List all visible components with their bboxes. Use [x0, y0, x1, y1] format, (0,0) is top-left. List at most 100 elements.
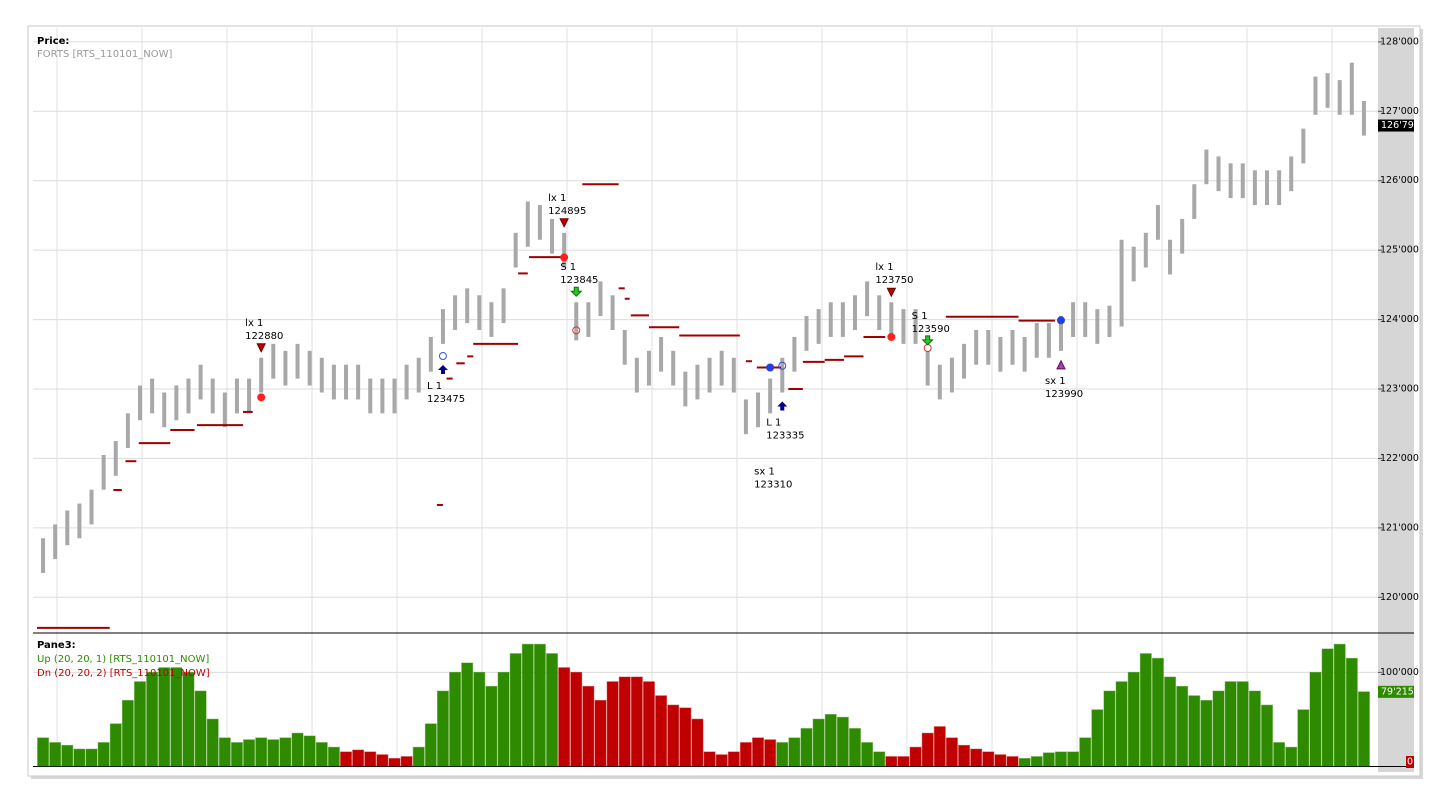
pane-title: Pane3:	[37, 640, 76, 651]
histogram-bar	[1079, 737, 1092, 767]
trade-dot	[257, 393, 266, 402]
candle	[1204, 149, 1209, 185]
histogram-bar	[461, 662, 474, 767]
candle	[428, 336, 433, 372]
histogram-bar	[788, 737, 801, 767]
histogram-bar	[49, 742, 62, 767]
histogram-bar	[230, 742, 243, 767]
histogram-bar	[861, 742, 874, 767]
candle	[525, 201, 530, 247]
histogram-bar	[897, 756, 910, 767]
candle	[683, 371, 688, 407]
histogram-bar	[146, 671, 159, 767]
candle	[622, 330, 627, 365]
candle	[537, 205, 542, 240]
legend-entry: Up (20, 20, 1) [RTS_110101_NOW]	[37, 654, 209, 665]
trade-label: S 1	[560, 262, 576, 273]
candle	[804, 316, 809, 351]
trade-price: 123750	[875, 275, 913, 286]
candle	[198, 364, 203, 400]
trade-label: sx 1	[1045, 376, 1066, 387]
last-value-badge	[1378, 685, 1414, 698]
histogram-bar	[73, 748, 86, 767]
histogram-bar	[1248, 690, 1261, 767]
histogram-bar	[1006, 756, 1019, 767]
histogram-bar	[400, 756, 413, 767]
last-value-label: 126'795	[1381, 120, 1420, 131]
candle	[962, 343, 967, 379]
exit-marker	[559, 218, 569, 228]
histogram-bar	[109, 723, 122, 767]
histogram-bar	[473, 671, 486, 767]
histogram-bar	[1224, 681, 1237, 767]
histogram-bar	[1067, 751, 1080, 767]
candle	[998, 336, 1003, 372]
trade-price: 123845	[560, 275, 598, 286]
histogram-bar	[618, 676, 631, 767]
candle	[489, 302, 494, 337]
candle	[1107, 305, 1112, 337]
candle	[1083, 302, 1088, 337]
histogram-bar	[812, 718, 825, 767]
candle	[731, 357, 736, 393]
trade-dot	[438, 352, 447, 361]
y-tick-label: 126'000	[1380, 175, 1419, 186]
candle	[1252, 170, 1257, 206]
histogram-bar	[594, 699, 607, 767]
histogram-bar	[691, 718, 704, 767]
candle	[344, 364, 349, 400]
histogram-bar	[1164, 676, 1177, 767]
candle	[1325, 73, 1330, 108]
candle	[1010, 330, 1015, 365]
trade-label: S 1	[912, 311, 928, 322]
histogram-bar	[533, 643, 546, 767]
candle	[307, 350, 312, 386]
candle	[550, 218, 555, 254]
candle	[974, 330, 979, 365]
histogram-bar	[279, 737, 292, 767]
candle	[1046, 323, 1051, 358]
trade-price: 123990	[1045, 389, 1083, 400]
candle	[562, 232, 567, 268]
candle	[162, 392, 167, 428]
histogram-bar	[243, 739, 256, 767]
histogram-bar	[182, 671, 195, 767]
candle	[1034, 323, 1039, 358]
candle	[1313, 76, 1318, 115]
candle	[1131, 246, 1136, 282]
trade-dot	[560, 253, 569, 262]
y-tick-label: 128'000	[1380, 36, 1419, 47]
histogram-bar	[509, 653, 522, 767]
histogram-bar	[776, 742, 789, 767]
histogram-bar	[1176, 685, 1189, 767]
histogram-bar	[327, 746, 340, 767]
trade-label: L 1	[427, 381, 442, 392]
histogram-bar	[255, 737, 268, 767]
candle	[125, 413, 130, 449]
candle	[913, 309, 918, 344]
y-tick-label: 127'000	[1380, 106, 1419, 117]
candle	[756, 392, 761, 428]
candle	[1180, 218, 1185, 254]
histogram-bar	[158, 667, 171, 767]
histogram-bar	[1151, 657, 1164, 767]
histogram-bar	[739, 742, 752, 767]
trade-label: L 1	[766, 417, 781, 428]
exit-marker	[256, 343, 266, 353]
histogram-bar	[170, 667, 183, 767]
candle	[1264, 170, 1269, 206]
exit-marker	[1056, 359, 1066, 370]
grid	[33, 28, 1378, 766]
candle	[501, 288, 506, 324]
candle	[283, 350, 288, 386]
histogram-bar	[437, 690, 449, 767]
axis-panel	[1378, 28, 1414, 772]
trade-price: 123335	[766, 430, 804, 441]
buy-marker	[437, 365, 448, 375]
candle	[598, 281, 603, 317]
candle	[465, 288, 470, 324]
histogram-bar	[606, 681, 619, 767]
histogram-bar	[945, 737, 958, 767]
histogram-bar	[1273, 742, 1286, 767]
last-value-label: 79'215	[1381, 686, 1414, 697]
